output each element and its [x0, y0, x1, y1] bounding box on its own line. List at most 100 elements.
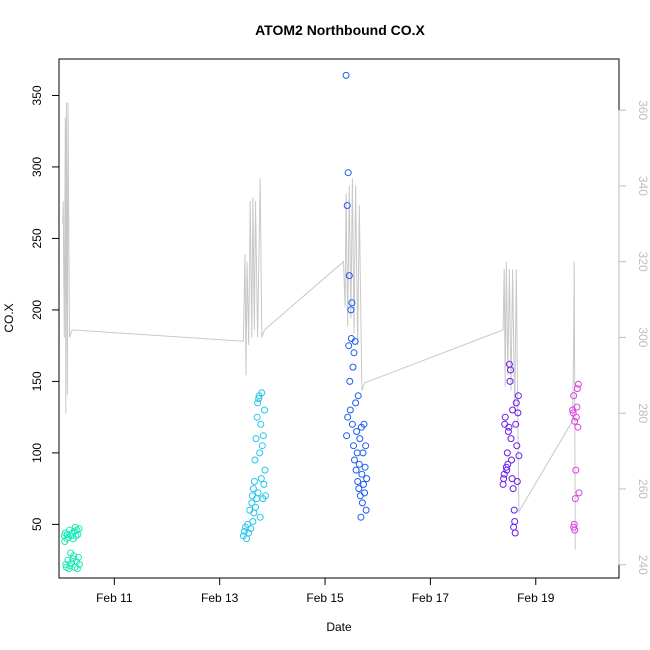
data-point [358, 470, 366, 478]
y2-tick-label: 280 [636, 403, 650, 423]
data-point [503, 449, 511, 457]
data-point [349, 363, 357, 371]
data-point [573, 403, 581, 411]
data-point [353, 428, 361, 435]
data-point [351, 456, 358, 464]
data-point [350, 349, 358, 357]
data-point [572, 413, 580, 421]
data-point [575, 489, 583, 497]
data-point [261, 466, 269, 474]
data-point [249, 518, 257, 525]
data-point [359, 449, 367, 457]
data-point [508, 456, 515, 464]
data-point [258, 442, 266, 450]
data-point [240, 528, 248, 535]
data-point [350, 442, 357, 450]
y-tick-label: 350 [30, 85, 44, 105]
data-point [345, 342, 353, 350]
data-point [515, 452, 523, 460]
data-point [356, 435, 364, 443]
data-point [247, 525, 255, 533]
y-tick-label: 50 [30, 517, 44, 531]
data-point [354, 478, 362, 485]
y2-tick-label: 340 [636, 176, 650, 196]
data-point [511, 518, 519, 525]
data-point [256, 513, 264, 521]
x-axis: Feb 11 Feb 13 Feb 15 Feb 17 Feb 19 [96, 577, 555, 605]
y-tick-label: 300 [30, 157, 44, 177]
data-point [570, 392, 578, 400]
data-point [346, 377, 354, 385]
x-tick-label: Feb 17 [412, 591, 450, 605]
data-point [512, 399, 520, 407]
y-axis: 50 100 150 200 250 300 350 [30, 85, 60, 531]
data-point [257, 420, 265, 428]
data-point [260, 480, 268, 488]
data-point [262, 492, 269, 500]
points-layer [60, 71, 583, 573]
y2-tick-label: 360 [636, 100, 650, 120]
data-point [501, 420, 509, 428]
data-point [501, 413, 509, 421]
data-point [261, 406, 268, 414]
data-point [253, 495, 261, 503]
data-point [351, 337, 359, 345]
data-point [348, 299, 356, 307]
data-point [343, 432, 351, 440]
data-point [504, 460, 512, 468]
data-point [342, 71, 350, 79]
y-tick-label: 150 [30, 371, 44, 391]
data-point [70, 552, 78, 560]
data-point [255, 395, 263, 403]
y-tick-label: 100 [30, 443, 44, 463]
data-point [253, 413, 261, 421]
data-point [73, 565, 81, 573]
data-point [248, 492, 256, 500]
data-point [570, 523, 578, 531]
data-point [513, 478, 521, 485]
data-point [571, 495, 579, 503]
data-point [246, 506, 254, 514]
data-point [571, 417, 579, 425]
y-tick-label: 250 [30, 228, 44, 248]
data-point [360, 480, 367, 488]
x-tick-label: Feb 13 [201, 591, 239, 605]
data-point [506, 377, 514, 385]
data-point [509, 406, 517, 414]
data-point [343, 202, 351, 209]
data-point [254, 489, 262, 497]
data-point [75, 525, 83, 533]
data-point [361, 489, 369, 497]
secondary-series-line [62, 102, 576, 550]
data-point [358, 499, 366, 507]
data-point [509, 485, 517, 493]
data-point [256, 449, 264, 457]
data-point [356, 492, 364, 500]
data-point [507, 435, 515, 443]
data-point [252, 435, 260, 443]
data-point [510, 523, 518, 531]
data-point [574, 423, 582, 431]
data-point [505, 423, 513, 431]
y-tick-label: 200 [30, 300, 44, 320]
data-point [573, 385, 581, 393]
data-point [355, 485, 363, 493]
data-point [75, 553, 82, 561]
data-point [250, 478, 258, 485]
x-tick-label: Feb 19 [517, 591, 555, 605]
data-point [508, 475, 516, 483]
data-point [252, 503, 259, 511]
y2-tick-label: 300 [636, 327, 650, 347]
y2-tick-label: 240 [636, 555, 650, 575]
data-point [514, 392, 522, 400]
data-point [354, 392, 362, 400]
data-point [348, 420, 356, 428]
data-point [357, 513, 365, 521]
data-point [352, 466, 360, 474]
data-point [344, 169, 352, 177]
data-point [352, 399, 360, 407]
x-tick-label: Feb 11 [96, 591, 133, 605]
data-point [360, 420, 368, 428]
data-point [507, 366, 514, 374]
data-point [513, 442, 521, 450]
